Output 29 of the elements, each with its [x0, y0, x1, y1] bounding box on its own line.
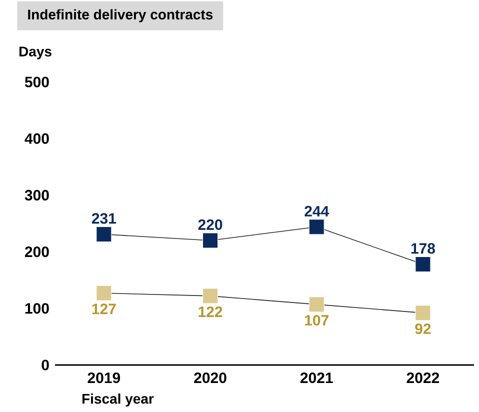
- x-tick-label: 2022: [406, 372, 440, 384]
- y-tick-label: 100: [25, 303, 49, 314]
- x-tick-label: 2021: [300, 372, 333, 384]
- y-axis-title: Days: [19, 46, 52, 60]
- point: [308, 296, 324, 312]
- point: [415, 256, 431, 272]
- y-tick-label: 300: [24, 190, 49, 201]
- point: [202, 288, 218, 304]
- y-tick-label: 200: [24, 246, 49, 258]
- x-tick-label: 2020: [194, 372, 226, 384]
- chart-title: Indefinite delivery contracts: [28, 9, 213, 22]
- x-axis-title: Fiscal year: [82, 393, 154, 407]
- data-label: 127: [92, 304, 116, 314]
- data-label: 178: [411, 243, 435, 254]
- point: [415, 305, 431, 321]
- x-tick-label: 2019: [88, 372, 120, 384]
- point: [308, 219, 324, 235]
- data-label: 244: [304, 206, 330, 216]
- data-label: 107: [305, 314, 328, 326]
- data-label: 92: [415, 323, 431, 334]
- point: [96, 285, 112, 301]
- y-tick-label: 400: [24, 133, 49, 144]
- data-label: 231: [92, 213, 116, 224]
- y-tick-label: 500: [24, 76, 49, 88]
- y-tick-label: 0: [42, 360, 49, 370]
- point: [202, 232, 218, 248]
- data-label: 122: [198, 306, 222, 317]
- data-label: 220: [198, 219, 222, 230]
- point: [96, 226, 112, 242]
